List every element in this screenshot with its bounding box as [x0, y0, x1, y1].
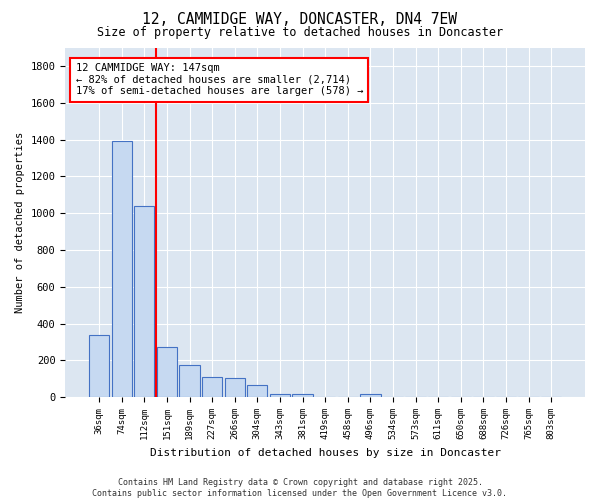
Bar	[89, 334, 109, 397]
Bar	[179, 365, 200, 397]
Text: Contains HM Land Registry data © Crown copyright and database right 2025.
Contai: Contains HM Land Registry data © Crown c…	[92, 478, 508, 498]
Text: Size of property relative to detached houses in Doncaster: Size of property relative to detached ho…	[97, 26, 503, 39]
Text: 12, CAMMIDGE WAY, DONCASTER, DN4 7EW: 12, CAMMIDGE WAY, DONCASTER, DN4 7EW	[143, 12, 458, 28]
Bar	[202, 377, 222, 397]
Bar	[247, 385, 268, 397]
Bar	[157, 346, 177, 397]
Bar	[134, 206, 154, 397]
Bar	[112, 142, 132, 397]
Text: 12 CAMMIDGE WAY: 147sqm
← 82% of detached houses are smaller (2,714)
17% of semi: 12 CAMMIDGE WAY: 147sqm ← 82% of detache…	[76, 63, 363, 96]
Y-axis label: Number of detached properties: Number of detached properties	[15, 132, 25, 313]
Bar	[224, 378, 245, 397]
Bar	[270, 394, 290, 397]
Bar	[292, 394, 313, 397]
X-axis label: Distribution of detached houses by size in Doncaster: Distribution of detached houses by size …	[149, 448, 500, 458]
Bar	[360, 394, 380, 397]
